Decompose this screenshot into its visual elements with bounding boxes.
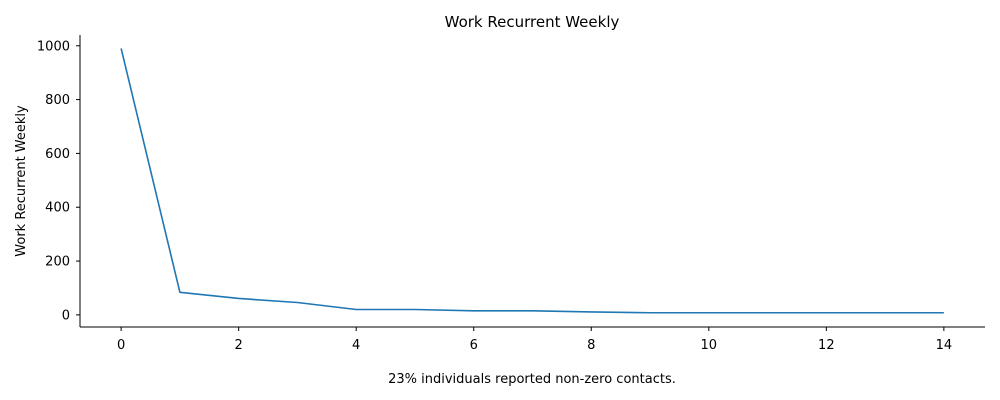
chart-caption: 23% individuals reported non-zero contac… xyxy=(388,372,676,387)
data-point xyxy=(297,302,299,304)
y-tick-label: 400 xyxy=(45,201,70,216)
x-tick-label: 0 xyxy=(117,338,125,353)
series-layer xyxy=(120,48,944,314)
x-tick-label: 14 xyxy=(936,338,953,353)
data-point xyxy=(767,312,769,314)
data-point xyxy=(708,312,710,314)
data-point xyxy=(884,312,886,314)
x-tick-label: 12 xyxy=(818,338,835,353)
data-point xyxy=(826,312,828,314)
x-tick-label: 4 xyxy=(352,338,360,353)
series-line-0 xyxy=(120,48,944,314)
x-tick-label: 6 xyxy=(470,338,478,353)
x-tick-label: 8 xyxy=(587,338,595,353)
y-tick-label: 800 xyxy=(45,93,70,108)
data-point xyxy=(355,309,357,311)
x-axis-ticks: 0 2 4 6 8 10 12 14 xyxy=(117,327,952,353)
x-tick-label: 2 xyxy=(235,338,243,353)
chart-title: Work Recurrent Weekly xyxy=(445,13,620,31)
plot-area: 0 200 400 600 800 1000 0 2 4 6 8 10 12 14 xyxy=(37,35,985,353)
x-tick-label: 10 xyxy=(701,338,718,353)
data-point xyxy=(532,310,534,312)
data-point xyxy=(120,48,122,50)
data-point xyxy=(179,291,181,293)
y-axis-ticks: 0 200 400 600 800 1000 xyxy=(37,39,80,323)
y-tick-label: 0 xyxy=(62,308,70,323)
data-point xyxy=(943,312,945,314)
data-point xyxy=(590,311,592,313)
y-tick-label: 200 xyxy=(45,255,70,270)
data-point xyxy=(414,309,416,311)
y-tick-label: 600 xyxy=(45,147,70,162)
data-point xyxy=(649,312,651,314)
data-point xyxy=(473,310,475,312)
data-point xyxy=(238,298,240,300)
y-tick-label: 1000 xyxy=(37,39,70,54)
y-axis-label: Work Recurrent Weekly xyxy=(14,105,29,257)
